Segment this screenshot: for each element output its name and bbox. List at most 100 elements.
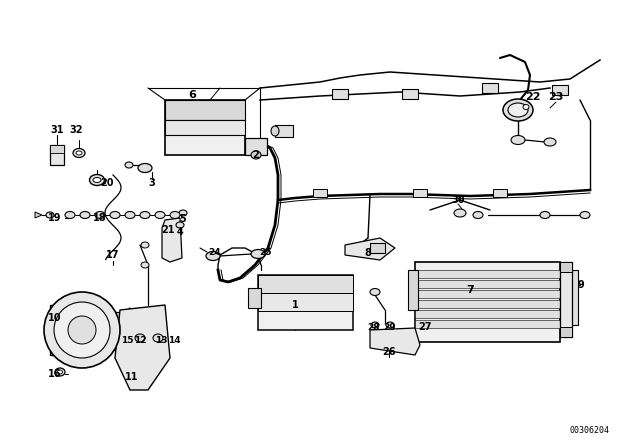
Circle shape bbox=[44, 292, 120, 368]
Ellipse shape bbox=[473, 211, 483, 219]
Circle shape bbox=[68, 316, 96, 344]
Text: 13: 13 bbox=[155, 336, 167, 345]
Text: 2: 2 bbox=[253, 150, 259, 160]
Bar bbox=[248, 288, 261, 308]
Bar bbox=[415, 262, 560, 342]
Ellipse shape bbox=[511, 135, 525, 145]
Ellipse shape bbox=[251, 151, 261, 159]
Bar bbox=[275, 125, 293, 137]
Ellipse shape bbox=[503, 99, 533, 121]
Bar bbox=[245, 138, 267, 155]
Bar bbox=[408, 270, 418, 310]
Ellipse shape bbox=[135, 334, 145, 342]
Bar bbox=[50, 145, 64, 165]
Ellipse shape bbox=[523, 104, 529, 109]
Bar bbox=[415, 310, 560, 318]
Text: 16: 16 bbox=[48, 369, 61, 379]
Text: 29: 29 bbox=[384, 323, 396, 332]
Text: 32: 32 bbox=[69, 125, 83, 135]
Ellipse shape bbox=[76, 151, 82, 155]
Bar bbox=[413, 189, 427, 197]
Text: 11: 11 bbox=[125, 372, 139, 382]
Polygon shape bbox=[35, 212, 42, 218]
Text: 9: 9 bbox=[578, 280, 584, 290]
Ellipse shape bbox=[179, 210, 187, 216]
Ellipse shape bbox=[580, 211, 590, 219]
Bar bbox=[415, 280, 560, 288]
Text: 10: 10 bbox=[48, 313, 61, 323]
Text: 00306204: 00306204 bbox=[570, 426, 610, 435]
Bar bbox=[560, 262, 572, 272]
Bar bbox=[258, 275, 353, 293]
Text: 17: 17 bbox=[106, 250, 120, 260]
Bar bbox=[258, 293, 353, 311]
Ellipse shape bbox=[386, 322, 394, 328]
Ellipse shape bbox=[544, 138, 556, 146]
Ellipse shape bbox=[80, 211, 90, 219]
Text: 25: 25 bbox=[259, 247, 271, 257]
Ellipse shape bbox=[110, 211, 120, 219]
Ellipse shape bbox=[141, 242, 149, 248]
Text: 23: 23 bbox=[548, 92, 564, 102]
Text: 14: 14 bbox=[168, 336, 180, 345]
Ellipse shape bbox=[454, 209, 466, 217]
Ellipse shape bbox=[93, 177, 101, 182]
Text: 12: 12 bbox=[134, 336, 147, 345]
Ellipse shape bbox=[58, 370, 63, 374]
Bar bbox=[370, 243, 385, 253]
Text: 6: 6 bbox=[188, 90, 196, 100]
Bar bbox=[415, 300, 560, 308]
Text: 4: 4 bbox=[177, 227, 184, 237]
Ellipse shape bbox=[371, 322, 379, 328]
Circle shape bbox=[54, 302, 110, 358]
Ellipse shape bbox=[95, 211, 105, 219]
Ellipse shape bbox=[170, 211, 180, 219]
Bar bbox=[560, 327, 572, 337]
Text: 27: 27 bbox=[419, 322, 432, 332]
Bar bbox=[332, 89, 348, 99]
Bar bbox=[402, 89, 418, 99]
Bar bbox=[560, 270, 578, 325]
Text: 8: 8 bbox=[365, 248, 371, 258]
Text: 31: 31 bbox=[51, 125, 64, 135]
Ellipse shape bbox=[176, 222, 184, 228]
Text: 7: 7 bbox=[466, 285, 474, 295]
Bar bbox=[552, 85, 568, 95]
Bar bbox=[313, 189, 327, 197]
Bar bbox=[110, 312, 135, 350]
Text: 18: 18 bbox=[93, 213, 107, 223]
Text: 20: 20 bbox=[100, 178, 114, 188]
Text: 15: 15 bbox=[121, 336, 133, 345]
Ellipse shape bbox=[153, 334, 163, 342]
Bar bbox=[482, 83, 498, 93]
Text: 30: 30 bbox=[451, 195, 465, 205]
Bar bbox=[50, 145, 64, 153]
Bar bbox=[258, 275, 353, 330]
Bar bbox=[493, 189, 507, 197]
Text: 3: 3 bbox=[148, 178, 156, 188]
Bar bbox=[415, 270, 560, 278]
Text: 26: 26 bbox=[382, 347, 396, 357]
Ellipse shape bbox=[140, 211, 150, 219]
Ellipse shape bbox=[125, 211, 135, 219]
Ellipse shape bbox=[55, 368, 65, 376]
Ellipse shape bbox=[141, 262, 149, 268]
Bar bbox=[415, 290, 560, 298]
Ellipse shape bbox=[90, 175, 104, 185]
Bar bbox=[50, 305, 80, 355]
Ellipse shape bbox=[73, 148, 85, 158]
Text: 19: 19 bbox=[48, 213, 61, 223]
Ellipse shape bbox=[508, 103, 528, 117]
Bar bbox=[560, 262, 572, 337]
Ellipse shape bbox=[155, 211, 165, 219]
Polygon shape bbox=[345, 238, 395, 260]
Ellipse shape bbox=[206, 251, 220, 260]
Text: 1: 1 bbox=[292, 300, 298, 310]
Bar bbox=[165, 120, 245, 135]
Text: 24: 24 bbox=[209, 247, 221, 257]
Ellipse shape bbox=[138, 164, 152, 172]
Ellipse shape bbox=[540, 211, 550, 219]
Text: 5: 5 bbox=[180, 214, 186, 224]
Ellipse shape bbox=[125, 162, 133, 168]
Ellipse shape bbox=[65, 211, 75, 219]
